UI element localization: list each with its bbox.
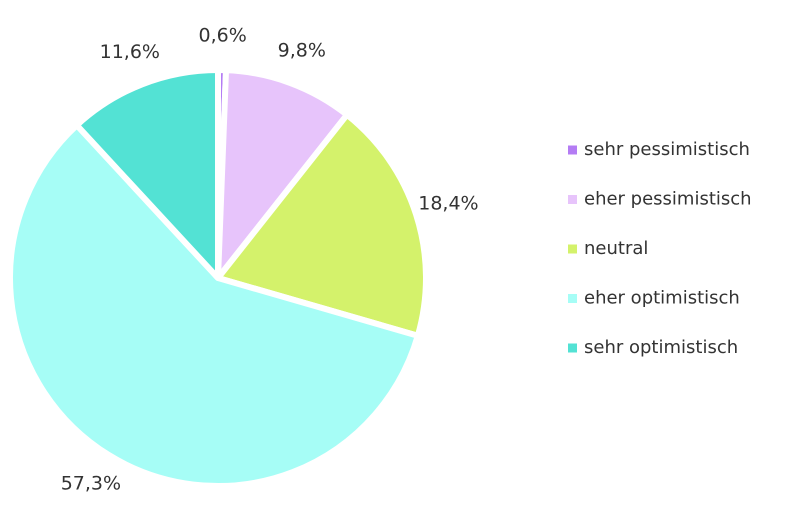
legend-marker xyxy=(568,145,577,155)
legend-label: sehr pessimistisch xyxy=(584,139,750,160)
value-label: 18,4% xyxy=(418,193,478,215)
legend-label: sehr optimistisch xyxy=(584,337,738,358)
pie-slice xyxy=(7,122,421,489)
legend-marker xyxy=(568,244,577,254)
legend-label: neutral xyxy=(584,238,648,259)
value-label: 11,6% xyxy=(100,41,160,63)
value-label: 0,6% xyxy=(199,25,247,47)
pie-slice xyxy=(215,111,429,339)
legend-marker xyxy=(568,343,577,353)
legend-marker xyxy=(568,294,577,303)
pie-slice xyxy=(73,67,221,281)
legend-marker xyxy=(568,195,577,204)
value-label: 9,8% xyxy=(278,39,326,61)
legend-label: eher pessimistisch xyxy=(584,189,752,210)
pie-slice xyxy=(215,67,350,281)
value-label: 57,3% xyxy=(61,472,121,494)
legend-label: eher optimistisch xyxy=(584,288,740,309)
